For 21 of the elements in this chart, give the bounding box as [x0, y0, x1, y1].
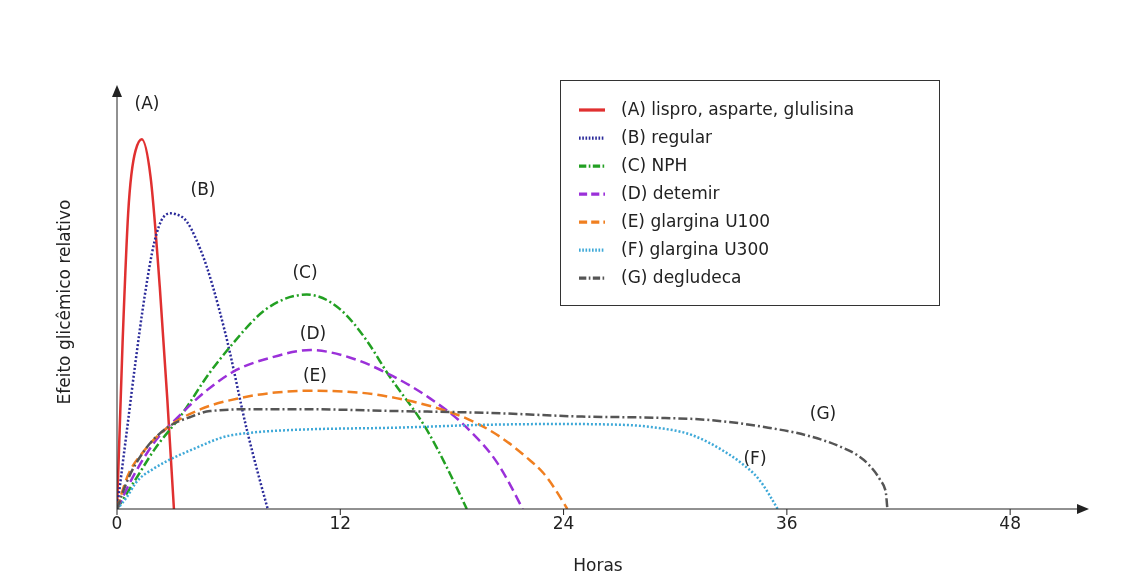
annotation: (C): [292, 262, 318, 282]
legend-label: (F) glargina U300: [621, 239, 770, 259]
x-tick-label: 0: [111, 513, 123, 534]
x-tick-label: 24: [552, 513, 575, 534]
legend-label: (D) detemir: [621, 183, 720, 203]
text: (A): [134, 93, 160, 113]
annotation: (G): [809, 403, 837, 423]
legend-label: (G) degludeca: [621, 267, 742, 287]
x-tick-label: 48: [999, 513, 1021, 534]
x-tick-label: 12: [329, 513, 352, 534]
annotation: (B): [190, 179, 216, 199]
annotation: (F): [743, 448, 767, 468]
legend-label: (C) NPH: [621, 155, 688, 175]
x-axis-title: Horas: [573, 555, 623, 575]
y-axis-title: Efeito glicêmico relativo: [54, 199, 75, 405]
legend-label: (E) glargina U100: [621, 211, 771, 231]
x-tick-label: 36: [776, 513, 798, 534]
annotation: (E): [302, 365, 328, 385]
legend-label: (A) lispro, asparte, glulisina: [621, 99, 855, 119]
legend-label: (B) regular: [621, 127, 713, 147]
annotation: (D): [299, 323, 327, 343]
